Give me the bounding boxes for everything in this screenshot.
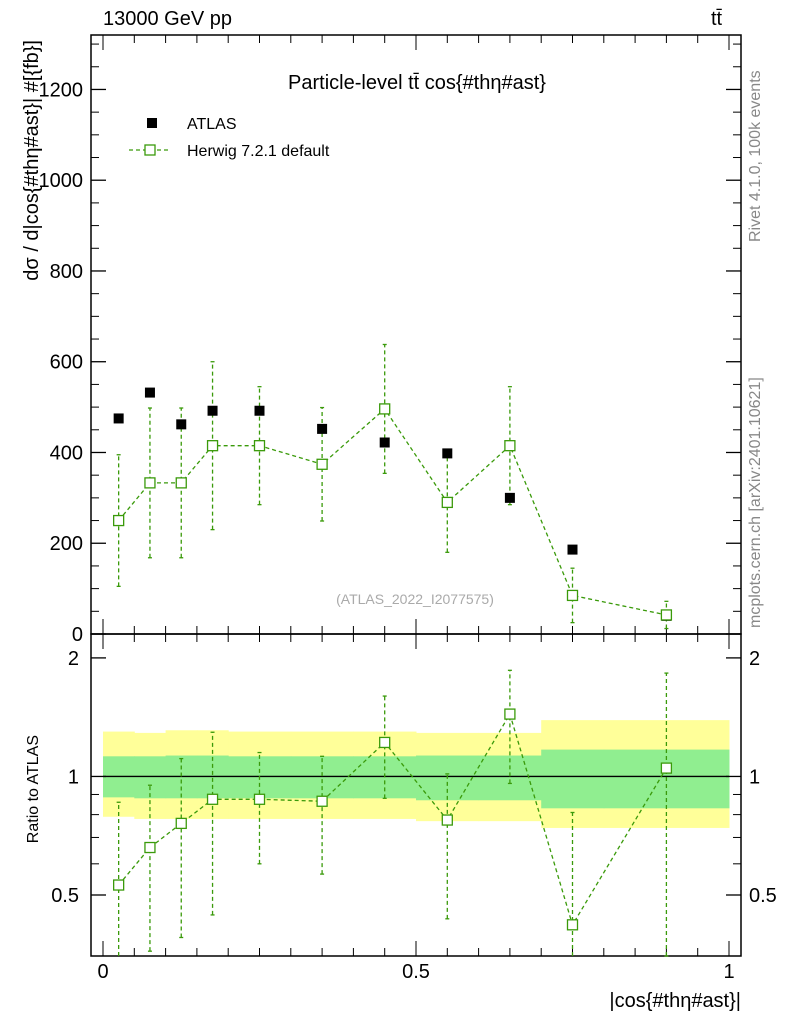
ratio-band-inner: [541, 749, 605, 809]
herwig-data-point: [441, 496, 453, 509]
herwig-data-point: [379, 403, 391, 415]
x-axis-label: |cos{#thη#ast}|: [609, 990, 741, 1012]
herwig-data-point: [175, 477, 187, 489]
main-panel-ticks: 0 200 400 600 800 1000 1200: [39, 35, 741, 646]
herwig-line: [118, 407, 667, 616]
herwig-data-point: [113, 514, 125, 527]
atlas-data-point: [317, 423, 328, 434]
herwig-data-point: [206, 440, 219, 452]
analysis-watermark: (ATLAS_2022_I2077575): [336, 591, 494, 607]
x-tick-label: 0.5: [402, 961, 430, 983]
main-y-tick-label: 1000: [39, 170, 84, 192]
main-y-tick-label: 400: [50, 442, 83, 464]
ratio-y-tick-label: 2: [68, 648, 79, 670]
main-panel-series: [113, 343, 673, 630]
legend-herwig-marker: [144, 144, 156, 156]
legend: ATLAS Herwig 7.2.1 default: [129, 116, 330, 160]
ratio-y-tick-label: 1: [68, 766, 79, 788]
main-y-tick-label: 600: [50, 352, 83, 374]
ratio-data-point: [144, 841, 156, 854]
herwig-data-point: [566, 589, 579, 602]
ratio-y-tick-label-right: 1: [749, 766, 760, 788]
herwig-data-point: [660, 609, 673, 621]
atlas-data-point: [144, 387, 155, 398]
ratio-data-point: [253, 793, 266, 805]
legend-atlas-label: ATLAS: [187, 116, 237, 133]
ratio-band-inner: [134, 756, 167, 799]
ratio-band-inner: [290, 756, 354, 799]
ratio-data-point: [660, 762, 673, 774]
main-y-tick-label: 800: [50, 261, 83, 283]
atlas-data-point: [176, 419, 187, 430]
herwig-data-point: [504, 440, 516, 452]
ratio-y-tick-label-right: 2: [749, 648, 760, 670]
ratio-panel-ticks: 0.5 0.5 1 1 2 2 0 0.5 1: [51, 634, 777, 983]
main-y-tick-label: 0: [72, 624, 83, 646]
ratio-data-point: [441, 814, 453, 826]
ratio-data-point: [175, 817, 187, 830]
mcplots-url-label: mcplots.cern.ch [arXiv:2401.10621]: [747, 377, 764, 628]
ratio-panel-series: [113, 669, 673, 957]
atlas-data-point: [113, 413, 124, 424]
ratio-line: [118, 712, 667, 927]
legend-herwig-label: Herwig 7.2.1 default: [187, 143, 330, 160]
atlas-data-point: [254, 405, 265, 416]
atlas-data-point: [379, 437, 390, 448]
process-label: tt̄: [711, 8, 723, 30]
ratio-data-point: [113, 879, 125, 891]
ratio-data-point: [379, 736, 391, 749]
herwig-data-point: [144, 477, 156, 489]
x-tick-label: 1: [723, 961, 734, 983]
legend-atlas-marker: [147, 118, 157, 128]
plot-title: Particle-level tt̄ cos{#thη#ast}: [288, 72, 546, 94]
atlas-data-point: [207, 405, 218, 416]
main-y-tick-label: 1200: [39, 79, 84, 101]
main-y-axis-label: dσ / d|cos{#thη#ast}| #[{fb}]: [21, 40, 43, 281]
atlas-data-point: [567, 544, 578, 555]
herwig-data-point: [316, 458, 328, 470]
ratio-y-tick-label-right: 0.5: [749, 885, 777, 907]
ratio-y-axis-label: Ratio to ATLAS: [25, 735, 42, 843]
ratio-data-point: [316, 795, 328, 807]
atlas-data-point: [442, 448, 453, 459]
ratio-data-point: [566, 919, 579, 931]
main-y-tick-label: 200: [50, 533, 83, 555]
x-tick-label: 0: [97, 961, 108, 983]
ratio-band-inner: [478, 755, 542, 801]
ratio-data-point: [504, 708, 516, 720]
energy-label: 13000 GeV pp: [103, 8, 232, 30]
rivet-version-label: Rivet 4.1.0, 100k events: [747, 70, 764, 242]
ratio-y-tick-label: 0.5: [51, 885, 79, 907]
herwig-data-point: [253, 440, 266, 452]
ratio-data-point: [206, 793, 219, 805]
atlas-data-point: [504, 492, 515, 503]
